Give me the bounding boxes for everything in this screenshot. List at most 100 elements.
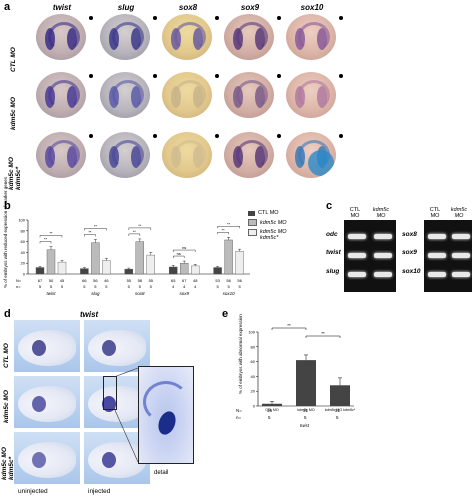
stain-arc: [48, 80, 80, 110]
detail-box: [103, 376, 117, 410]
sig-bracket: [271, 327, 307, 330]
embryo-image: [286, 132, 336, 178]
injection-side-dot: [339, 74, 343, 78]
y-tick-label: 20: [21, 261, 26, 266]
injection-side-dot: [215, 16, 219, 20]
injection-side-dot: [153, 16, 157, 20]
tadpole-stain: [32, 396, 46, 412]
bar: [46, 249, 56, 275]
tadpole-stain: [102, 396, 116, 412]
detail-image: [138, 366, 194, 464]
injection-side-dot: [339, 134, 343, 138]
injection-side-dot: [89, 134, 93, 138]
sig-label: **: [44, 237, 48, 242]
e-N-label: N=: [236, 408, 242, 413]
col-header-sox8: sox8: [178, 3, 198, 12]
category-label: sox8: [135, 291, 145, 296]
n-value: 4: [194, 284, 197, 289]
stain-arc: [174, 80, 206, 110]
stain-arc: [112, 80, 144, 110]
N-label: N=: [16, 278, 22, 283]
n-value: 5: [216, 284, 219, 289]
sig-label: **: [94, 224, 98, 229]
sig-label: **: [49, 231, 53, 236]
n-value: 5: [94, 284, 97, 289]
y-tick-label: 60: [251, 359, 256, 364]
bar: [235, 251, 244, 275]
sig-bracket: [305, 335, 341, 338]
row-header-kdm5c-mo: kdm5c MO: [10, 97, 17, 130]
row-header-kdm5c-rescue: kdm5c MO kdm5c*: [8, 157, 22, 190]
tadpole-stain: [102, 340, 116, 356]
tadpole-stain: [102, 452, 116, 468]
injection-side-dot: [153, 74, 157, 78]
d-bottom-uninjected: uninjected: [18, 488, 48, 495]
e-N-2: 31: [335, 408, 341, 413]
gel-band: [428, 253, 446, 258]
n-value: 5: [61, 284, 64, 289]
n-value: 5: [139, 284, 142, 289]
sig-label: **: [287, 323, 291, 328]
panel-a-label: a: [4, 1, 11, 13]
category-label: sox9: [179, 291, 189, 296]
sig-label: ns: [182, 245, 186, 250]
gel-band: [374, 272, 392, 277]
sig-bracket: [39, 241, 52, 244]
sig-label: **: [222, 227, 226, 232]
embryo-image: [162, 14, 212, 60]
n-value: 5: [150, 284, 153, 289]
legend-item-ctl: CTL MO: [248, 210, 308, 216]
e-n-2: 5: [336, 415, 339, 420]
embryo-image: [36, 14, 86, 60]
bar: [124, 268, 134, 275]
stain-arc: [236, 80, 268, 110]
N-value: 46: [104, 278, 109, 283]
category-label: twist: [47, 291, 57, 296]
detail-label: detail: [154, 470, 169, 476]
embryo-image: [36, 72, 86, 118]
gel-band: [452, 234, 470, 239]
y-tick-label: 100: [248, 330, 255, 335]
n-value: 5: [227, 284, 230, 289]
legend-item-rescue: kdm5c MO kdm5c*: [248, 229, 308, 241]
gel-label-slug: slug: [326, 268, 340, 275]
d-row-header-ctl: CTL MO: [3, 343, 10, 368]
panel-d-label: d: [4, 308, 11, 320]
e-n-label: n=: [236, 415, 242, 420]
panel-b-ylabel: % of embryos with reduced expression of …: [3, 176, 8, 288]
y-tick-label: 0: [23, 272, 26, 277]
bar: [146, 254, 156, 275]
stain-arc: [48, 140, 80, 170]
legend-swatch-ctl: [248, 210, 255, 216]
tadpole-body: [88, 442, 146, 478]
N-value: 56: [93, 278, 98, 283]
stain-arc: [298, 22, 330, 52]
N-value: 53: [215, 278, 220, 283]
d-row-header-kdm5c: kdm5c MO: [3, 390, 10, 423]
sig-label: ns: [177, 251, 181, 256]
n-value: 5: [83, 284, 86, 289]
tadpole-stain: [32, 340, 46, 356]
tadpole-stain: [32, 452, 46, 468]
sig-bracket: [39, 235, 63, 238]
bar: [135, 241, 145, 275]
tadpole-body: [88, 330, 146, 366]
N-value: 48: [193, 278, 198, 283]
bar: [35, 267, 45, 275]
gel-band: [428, 272, 446, 277]
tadpole-image: [14, 432, 80, 484]
y-tick-label: 80: [21, 228, 26, 233]
N-value: 50: [49, 278, 54, 283]
gel-band: [348, 253, 366, 258]
tadpole-body: [18, 330, 76, 366]
legend-text-ctl: CTL MO: [258, 210, 279, 216]
embryo-image: [100, 72, 150, 118]
n-value: 5: [238, 284, 241, 289]
N-value: 56: [237, 278, 242, 283]
stain-arc: [236, 140, 268, 170]
stain-arc: [112, 22, 144, 52]
N-value: 58: [138, 278, 143, 283]
sig-bracket: [84, 234, 96, 237]
sig-bracket: [173, 249, 196, 253]
legend-text-rescue: kdm5c MO kdm5c*: [260, 229, 287, 241]
